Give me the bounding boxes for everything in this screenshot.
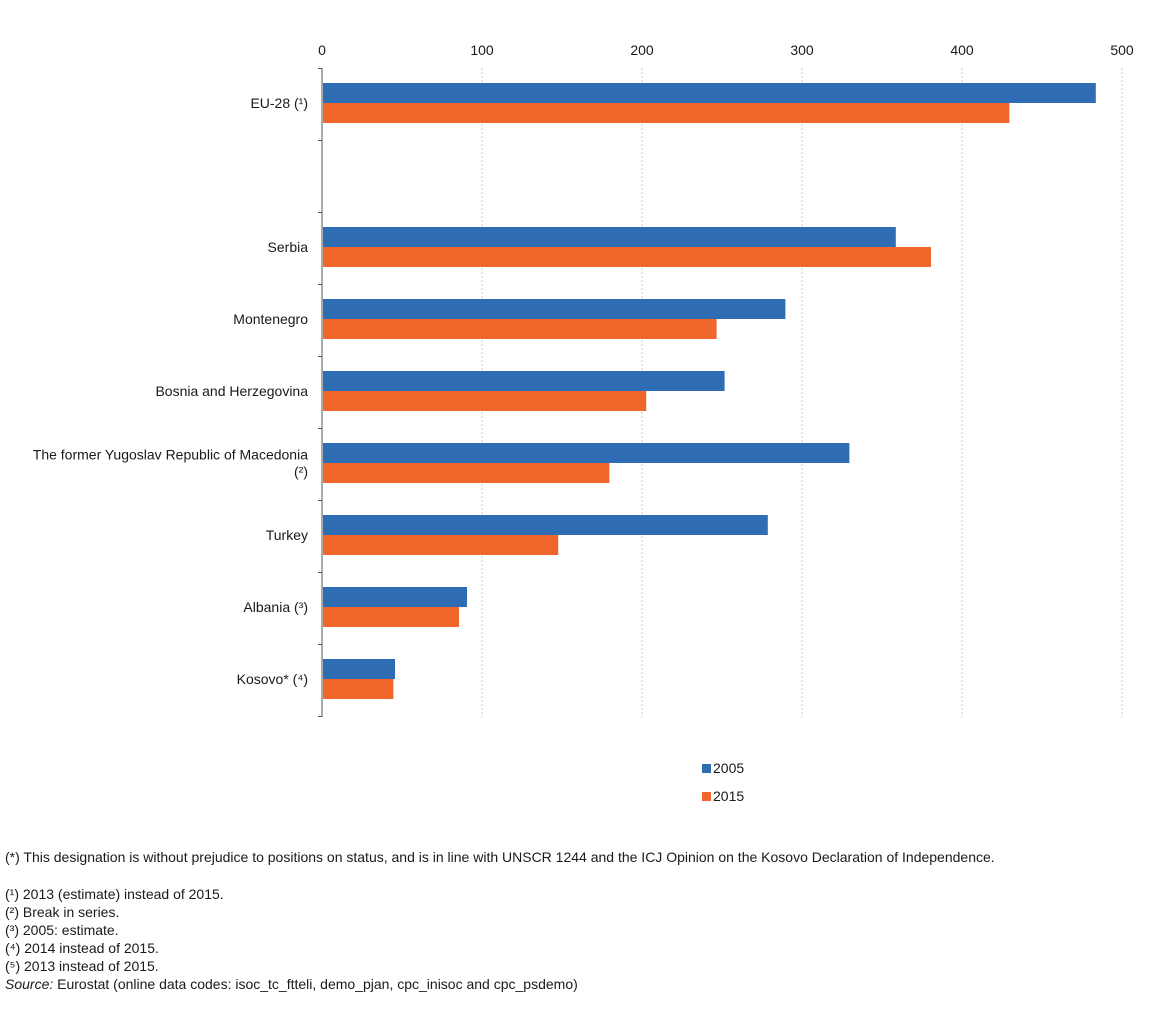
- bar-2005-8: [323, 659, 395, 679]
- category-label: (²): [294, 464, 308, 480]
- category-label: Kosovo* (⁴): [237, 671, 308, 687]
- bar-2005-5: [323, 443, 850, 463]
- footnote: (⁵) 2013 instead of 2015.: [5, 958, 159, 974]
- category-label: EU-28 (¹): [250, 95, 308, 111]
- footnote: (⁴) 2014 instead of 2015.: [5, 940, 159, 956]
- bar-2015-2: [323, 247, 931, 267]
- bar-2005-2: [323, 227, 896, 247]
- chart-notes: (*) This designation is without prejudic…: [5, 848, 1145, 993]
- category-label: Bosnia and Herzegovina: [155, 383, 308, 399]
- axes: 0 100 200 300 400 500 EU-28 (¹) Serbia Montenegr…: [33, 42, 1134, 717]
- bar-2005-7: [323, 587, 467, 607]
- source-text: Eurostat (online data codes: isoc_tc_ftt…: [53, 976, 578, 992]
- bar-2015-0: [323, 103, 1010, 123]
- bar-2015-5: [323, 463, 610, 483]
- bar-2005-0: [323, 83, 1096, 103]
- footnote: (³) 2005: estimate.: [5, 922, 119, 938]
- bar-2015-6: [323, 535, 559, 555]
- category-label: Serbia: [268, 239, 309, 255]
- footnote: (¹) 2013 (estimate) instead of 2015.: [5, 886, 224, 902]
- bar-chart: 0 100 200 300 400 500 EU-28 (¹) Serbia Montenegr…: [33, 42, 1134, 717]
- category-label: The former Yugoslav Republic of Macedoni…: [33, 447, 308, 463]
- legend-label-2005: 2005: [713, 760, 745, 776]
- category-label: Albania (³): [243, 599, 308, 615]
- category-label: Montenegro: [233, 311, 308, 327]
- x-tick-label: 400: [950, 42, 974, 58]
- x-tick-label: 300: [790, 42, 814, 58]
- source-note: Source: Eurostat (online data codes: iso…: [5, 975, 1145, 993]
- legend-item-2015: 2015: [702, 782, 744, 810]
- x-tick-label: 500: [1110, 42, 1134, 58]
- kosovo-designation-note: (*) This designation is without prejudic…: [5, 849, 995, 865]
- legend: 2005 2015: [702, 754, 744, 810]
- bar-2005-6: [323, 515, 768, 535]
- bar-2015-4: [323, 391, 647, 411]
- legend-item-2005: 2005: [702, 754, 744, 782]
- legend-swatch-2005: [702, 763, 711, 773]
- footnote: (²) Break in series.: [5, 904, 120, 920]
- bars: [323, 83, 1096, 699]
- bar-2005-4: [323, 371, 725, 391]
- legend-label-2015: 2015: [713, 788, 745, 804]
- gridlines: [481, 68, 1123, 717]
- bar-2005-3: [323, 299, 786, 319]
- bar-2015-3: [323, 319, 717, 339]
- bar-2015-7: [323, 607, 459, 627]
- legend-swatch-2015: [702, 791, 711, 801]
- source-label: Source:: [5, 976, 54, 992]
- x-tick-label: 0: [318, 42, 326, 58]
- bar-2015-8: [323, 679, 394, 699]
- category-label: Turkey: [266, 527, 308, 543]
- x-tick-label: 200: [630, 42, 654, 58]
- x-tick-label: 100: [470, 42, 494, 58]
